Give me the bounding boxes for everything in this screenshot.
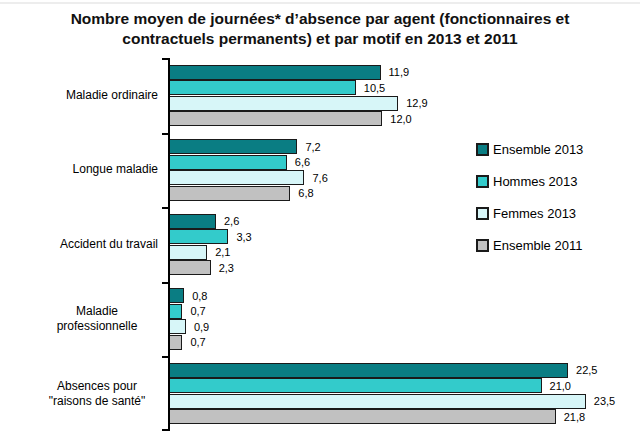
bars-container: 22,5 21,0 23,5 21,8	[168, 356, 630, 431]
value-label: 0,8	[192, 290, 207, 302]
axis-tick	[162, 133, 168, 135]
bar-hommes-2013	[170, 378, 542, 393]
bar-row: 12,9	[170, 95, 630, 111]
legend-swatch-icon	[476, 207, 489, 220]
bar-ensemble-2013	[170, 288, 184, 303]
value-label: 2,6	[224, 215, 239, 227]
bar-row: 11,9	[170, 64, 630, 80]
category-label-text: Accident du travail	[60, 237, 158, 252]
value-label: 0,7	[190, 336, 205, 348]
category-label: Maladie ordinaire	[0, 58, 168, 133]
bar-row: 0,7	[170, 335, 630, 351]
bar-ensemble-2011	[170, 409, 556, 424]
category-label-text: Absences pour "raisons de santé"	[36, 379, 158, 409]
category-group-absences-pour-raisons-de-sant: Absences pour "raisons de santé" 22,5 21,0…	[0, 356, 640, 431]
bar-row: 0,9	[170, 319, 630, 335]
bar-ensemble-2011	[170, 335, 182, 350]
legend-item-ensemble-2011: Ensemble 2011	[476, 238, 583, 253]
value-label: 22,5	[576, 364, 597, 376]
axis-tick	[162, 282, 168, 284]
bar-femmes-2013	[170, 170, 304, 185]
legend-label: Hommes 2013	[493, 174, 578, 189]
value-label: 6,8	[298, 187, 313, 199]
bar-femmes-2013	[170, 319, 186, 334]
value-label: 21,8	[564, 411, 585, 423]
legend-label: Ensemble 2013	[493, 142, 583, 157]
bar-ensemble-2013	[170, 214, 216, 229]
category-label: Accident du travail	[0, 207, 168, 282]
category-group-maladie-ordinaire: Maladie ordinaire 11,9 10,5 12,9 12,0	[0, 58, 640, 133]
bars-container: 11,9 10,5 12,9 12,0	[168, 58, 630, 133]
category-label-text: Maladie professionnelle	[36, 304, 158, 334]
bar-row: 0,7	[170, 304, 630, 320]
bar-ensemble-2011	[170, 260, 211, 275]
chart-figure: Nombre moyen de journées* d’absence par …	[0, 0, 640, 442]
category-label: Absences pour "raisons de santé"	[0, 356, 168, 431]
value-label: 23,5	[594, 395, 615, 407]
top-border-line	[0, 2, 640, 4]
bar-hommes-2013	[170, 80, 356, 95]
category-label: Longue maladie	[0, 133, 168, 208]
category-label: Maladie professionnelle	[0, 282, 168, 357]
bar-hommes-2013	[170, 304, 182, 319]
bar-row: 21,8	[170, 409, 630, 425]
legend-swatch-icon	[476, 143, 489, 156]
value-label: 2,1	[215, 246, 230, 258]
chart-title-line-1: Nombre moyen de journées* d’absence par …	[20, 9, 620, 29]
value-label: 12,0	[390, 113, 411, 125]
value-label: 0,9	[194, 321, 209, 333]
bar-femmes-2013	[170, 394, 586, 409]
bar-row: 12,0	[170, 111, 630, 127]
value-label: 2,3	[219, 262, 234, 274]
legend-swatch-icon	[476, 239, 489, 252]
value-label: 0,7	[190, 305, 205, 317]
axis-tick	[162, 429, 168, 431]
legend-label: Femmes 2013	[493, 206, 576, 221]
legend-item-ensemble-2013: Ensemble 2013	[476, 142, 583, 157]
bar-row: 0,8	[170, 288, 630, 304]
value-label: 12,9	[406, 97, 427, 109]
category-group-maladie-professionnelle: Maladie professionnelle 0,8 0,7 0,9 0,7	[0, 282, 640, 357]
axis-tick	[162, 356, 168, 358]
category-label-text: Longue maladie	[73, 162, 158, 177]
category-label-text: Maladie ordinaire	[66, 88, 158, 103]
bar-hommes-2013	[170, 155, 287, 170]
bar-row: 10,5	[170, 80, 630, 96]
bar-femmes-2013	[170, 96, 398, 111]
value-label: 7,6	[312, 172, 327, 184]
bar-ensemble-2013	[170, 139, 297, 154]
legend-label: Ensemble 2011	[493, 238, 582, 253]
bar-row: 22,5	[170, 363, 630, 379]
legend-item-femmes-2013: Femmes 2013	[476, 206, 583, 221]
value-label: 7,2	[305, 141, 320, 153]
axis-tick	[162, 207, 168, 209]
value-label: 3,3	[236, 231, 251, 243]
legend: Ensemble 2013 Hommes 2013 Femmes 2013 Ensem…	[476, 142, 583, 270]
value-label: 6,6	[295, 156, 310, 168]
bar-femmes-2013	[170, 245, 207, 260]
bar-ensemble-2013	[170, 363, 568, 378]
bar-hommes-2013	[170, 229, 228, 244]
value-label: 21,0	[550, 380, 571, 392]
axis-tick	[162, 58, 168, 60]
bars-container: 0,8 0,7 0,9 0,7	[168, 282, 630, 357]
bar-ensemble-2011	[170, 111, 382, 126]
chart-title: Nombre moyen de journées* d’absence par …	[20, 9, 620, 50]
legend-item-hommes-2013: Hommes 2013	[476, 174, 583, 189]
value-label: 10,5	[364, 82, 385, 94]
bar-row: 21,0	[170, 378, 630, 394]
value-label: 11,9	[389, 66, 410, 78]
bar-row: 23,5	[170, 394, 630, 410]
bar-ensemble-2011	[170, 186, 290, 201]
chart-title-line-2: contractuels permanents) et par motif en…	[20, 29, 620, 49]
bar-ensemble-2013	[170, 65, 381, 80]
legend-swatch-icon	[476, 175, 489, 188]
